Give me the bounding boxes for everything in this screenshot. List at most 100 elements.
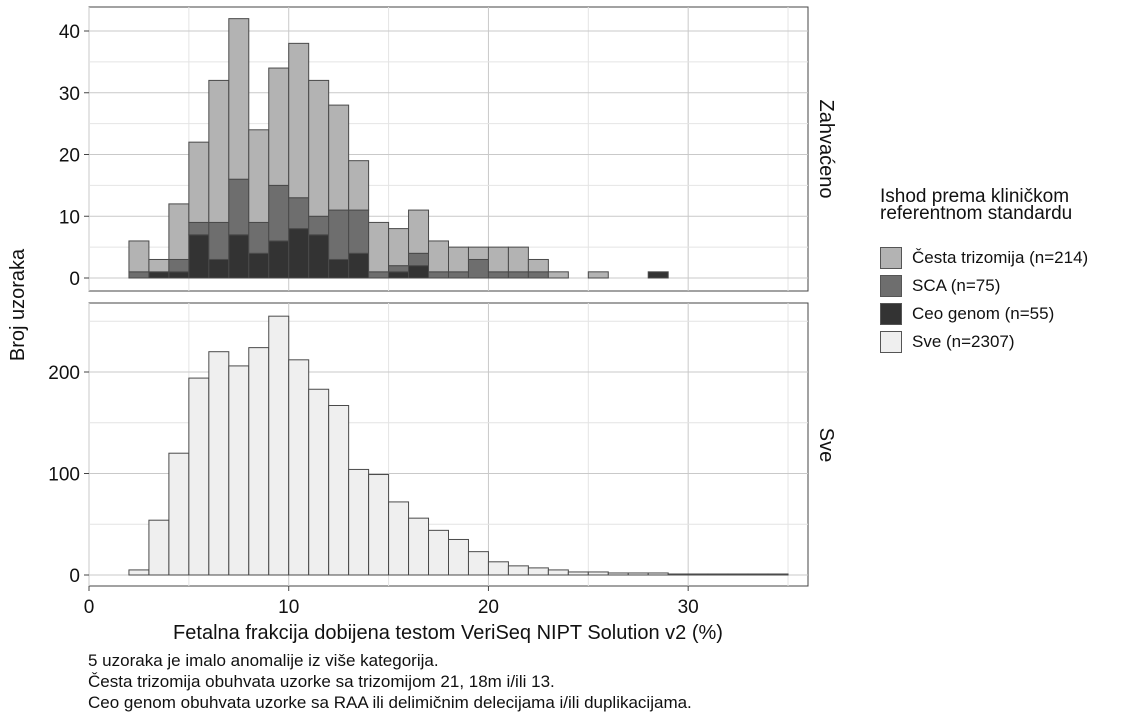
- bar-sve: [647, 572, 669, 576]
- bar-sca: [428, 271, 449, 279]
- bar-sve: [288, 359, 310, 576]
- x-tick-label: 10: [278, 597, 299, 618]
- footnote: Česta trizomija obuhvata uzorke sa trizo…: [88, 672, 555, 691]
- bar-sve: [707, 573, 729, 576]
- bar-sca: [507, 271, 529, 279]
- facet-strip-label: Sve: [815, 428, 837, 462]
- bar-sve: [607, 572, 629, 576]
- bar-sve: [208, 351, 230, 576]
- legend-entry: SCA (n=75): [880, 272, 1120, 300]
- bar-ceo: [288, 228, 310, 279]
- bar-sca: [348, 209, 370, 254]
- bar-sve: [148, 519, 170, 576]
- bar-sca: [228, 178, 250, 236]
- bar-trizomija: [507, 246, 529, 273]
- bar-sve: [168, 452, 190, 576]
- bar-ceo: [308, 234, 330, 279]
- legend-list: Česta trizomija (n=214) SCA (n=75) Ceo gen…: [880, 244, 1120, 356]
- bar-sve: [587, 571, 609, 576]
- bar-sve: [487, 561, 509, 576]
- bar-ceo: [148, 271, 170, 279]
- bar-trizomija: [328, 104, 350, 211]
- panel-sve: 0 100 200 Sve: [48, 302, 837, 587]
- bar-sve: [408, 517, 430, 576]
- bar-trizomija: [228, 18, 250, 180]
- bar-ceo: [268, 240, 290, 279]
- x-axis-label: Fetalna frakcija dobijena testom VeriSeq…: [173, 622, 723, 644]
- bar-trizomija: [188, 141, 210, 223]
- bar-trizomija: [467, 246, 489, 260]
- bar-ceo: [168, 271, 190, 279]
- bar-sca: [208, 221, 230, 260]
- bar-trizomija: [168, 203, 190, 260]
- legend-label: Ceo genom (n=55): [912, 304, 1055, 323]
- x-tick-label: 0: [84, 597, 95, 618]
- bar-trizomija: [487, 246, 509, 273]
- bar-sve: [507, 565, 529, 576]
- bar-trizomija: [388, 228, 410, 267]
- bar-sve: [328, 404, 350, 576]
- bar-sve: [128, 569, 150, 576]
- bar-sve: [767, 573, 789, 576]
- legend-swatch: [880, 331, 902, 353]
- legend-entry: Sve (n=2307): [880, 328, 1120, 356]
- legend-entry: Ceo genom (n=55): [880, 300, 1120, 328]
- y-tick-label: 0: [69, 566, 80, 587]
- bar-sve: [448, 538, 469, 576]
- bar-trizomija: [428, 240, 449, 273]
- bar-sca: [268, 184, 290, 242]
- bar-sca: [168, 258, 190, 273]
- bar-ceo: [408, 265, 430, 279]
- legend-label: Sve (n=2307): [912, 332, 1015, 351]
- bar-trizomija: [308, 79, 330, 217]
- bar-sve: [627, 572, 649, 576]
- bar-sve: [388, 501, 410, 576]
- bar-ceo: [348, 252, 370, 279]
- bar-sca: [328, 209, 350, 260]
- bar-sve: [547, 569, 569, 576]
- x-tick-label: 20: [478, 597, 499, 618]
- bar-sca: [527, 271, 549, 279]
- bar-sca: [128, 271, 150, 279]
- bar-sve: [368, 474, 390, 576]
- bar-sve: [428, 529, 449, 576]
- bar-sve: [188, 377, 210, 576]
- bar-sca: [248, 221, 270, 254]
- legend-label: SCA (n=75): [912, 276, 1001, 295]
- bar-sve: [667, 573, 689, 576]
- legend-entry: Česta trizomija (n=214): [880, 244, 1120, 272]
- bar-trizomija: [587, 271, 609, 279]
- bar-sve: [248, 347, 270, 576]
- bar-sca: [408, 252, 430, 267]
- y-tick-label: 200: [48, 363, 80, 384]
- y-axis-label: Broj uzoraka: [7, 248, 29, 361]
- bar-trizomija: [248, 129, 270, 223]
- bar-sve: [308, 388, 330, 576]
- panel-zahvaceno: 0 10 20 30 40 Zahvaćeno: [59, 6, 837, 292]
- bar-sca: [467, 258, 489, 279]
- bar-trizomija: [208, 79, 230, 223]
- bar-sca: [308, 215, 330, 236]
- bar-sca: [448, 271, 469, 279]
- bar-trizomija: [408, 209, 430, 254]
- bar-sve: [567, 571, 589, 576]
- footnote: Ceo genom obuhvata uzorke sa RAA ili del…: [88, 693, 692, 712]
- x-tick-label: 30: [678, 597, 699, 618]
- bar-trizomija: [288, 42, 310, 199]
- y-tick-label: 100: [48, 465, 80, 486]
- bar-sve: [727, 573, 749, 576]
- legend-swatch: [880, 275, 902, 297]
- bar-sca: [288, 197, 310, 230]
- bar-trizomija: [527, 258, 549, 273]
- footnote: 5 uzoraka je imalo anomalije iz više kat…: [88, 651, 439, 670]
- bar-ceo: [208, 258, 230, 279]
- bar-sve: [747, 573, 769, 576]
- bar-sve: [348, 468, 370, 576]
- bar-trizomija: [448, 246, 469, 273]
- bar-sca: [368, 271, 390, 279]
- legend-label: Česta trizomija (n=214): [912, 248, 1089, 267]
- bar-sve: [687, 573, 709, 576]
- legend-swatch: [880, 247, 902, 269]
- x-axis: 0 10 20 30: [84, 586, 699, 618]
- bar-ceo: [248, 252, 270, 279]
